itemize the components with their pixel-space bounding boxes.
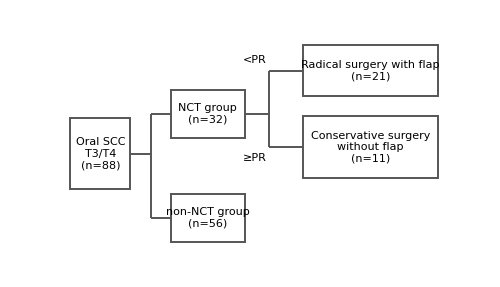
Text: non-NCT group
(n=56): non-NCT group (n=56) xyxy=(166,207,250,229)
Text: Conservative surgery
without flap
(n=11): Conservative surgery without flap (n=11) xyxy=(311,131,430,164)
FancyBboxPatch shape xyxy=(70,119,130,189)
FancyBboxPatch shape xyxy=(303,46,438,96)
FancyBboxPatch shape xyxy=(171,193,244,242)
Text: ≥PR: ≥PR xyxy=(243,153,267,163)
Text: Oral SCC
T3/T4
(n=88): Oral SCC T3/T4 (n=88) xyxy=(76,137,125,170)
FancyBboxPatch shape xyxy=(303,116,438,178)
Text: NCT group
(n=32): NCT group (n=32) xyxy=(178,103,237,125)
FancyBboxPatch shape xyxy=(171,90,244,138)
Text: Radical surgery with flap
(n=21): Radical surgery with flap (n=21) xyxy=(302,60,440,82)
Text: <PR: <PR xyxy=(244,55,267,65)
